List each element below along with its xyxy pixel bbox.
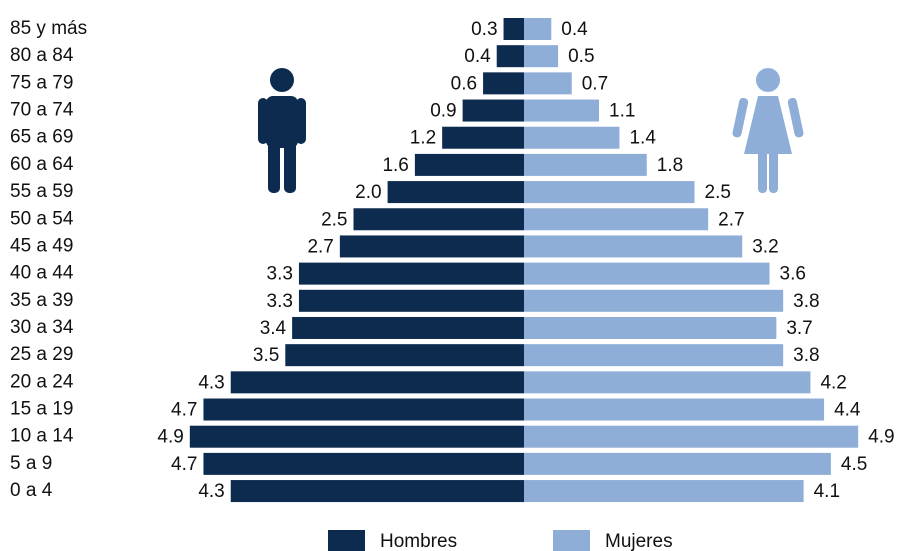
value-label: 3.8 <box>793 345 819 366</box>
bar <box>203 452 524 475</box>
value-label: 2.7 <box>307 236 333 257</box>
bar <box>298 262 524 285</box>
bar <box>524 262 770 285</box>
bar <box>524 208 709 231</box>
value-label: 2.7 <box>718 209 744 230</box>
male-icon <box>258 68 306 193</box>
bar <box>524 316 777 339</box>
bar <box>524 181 695 204</box>
bar <box>496 45 524 68</box>
value-label: 0.4 <box>464 46 491 67</box>
legend-swatch <box>553 530 590 551</box>
bar <box>524 425 859 448</box>
category-label: 55 a 59 <box>10 181 73 202</box>
value-label: 4.5 <box>841 454 867 475</box>
bar <box>524 126 620 149</box>
value-label: 2.5 <box>321 209 347 230</box>
bar <box>503 18 524 40</box>
bar <box>230 480 525 503</box>
value-label: 4.4 <box>834 400 861 421</box>
legend-swatch <box>328 530 365 551</box>
value-label: 4.1 <box>814 481 840 502</box>
category-label: 25 a 29 <box>10 344 73 365</box>
female-icon <box>732 68 804 193</box>
category-label: 10 a 14 <box>10 426 74 447</box>
value-label: 4.9 <box>157 427 183 448</box>
category-label: 15 a 19 <box>10 399 73 420</box>
category-label: 70 a 74 <box>10 100 74 121</box>
bar <box>524 344 784 367</box>
value-label: 1.1 <box>609 101 635 122</box>
bar <box>483 72 524 95</box>
bar <box>524 289 784 312</box>
category-label: 35 a 39 <box>10 290 73 311</box>
category-label: 85 y más <box>10 18 87 39</box>
bar <box>524 452 831 475</box>
value-label: 2.5 <box>705 182 731 203</box>
bar <box>387 181 524 204</box>
value-label: 3.3 <box>267 291 293 312</box>
bar <box>298 289 524 312</box>
category-label: 45 a 49 <box>10 235 73 256</box>
value-label: 4.7 <box>171 454 197 475</box>
bar <box>524 235 743 258</box>
value-label: 0.6 <box>451 73 477 94</box>
legend-label: Hombres <box>380 531 457 551</box>
category-label: 20 a 24 <box>10 371 74 392</box>
value-label: 3.7 <box>786 318 812 339</box>
bar <box>524 398 825 421</box>
value-label: 1.2 <box>410 128 436 149</box>
category-label: 65 a 69 <box>10 127 73 148</box>
value-label: 0.3 <box>471 19 497 40</box>
legend-label: Mujeres <box>605 531 673 551</box>
value-label: 3.8 <box>793 291 819 312</box>
value-label: 3.5 <box>253 345 279 366</box>
bar <box>524 480 804 503</box>
category-label: 80 a 84 <box>10 45 74 66</box>
value-label: 3.3 <box>267 264 293 285</box>
bar <box>524 72 572 95</box>
bar <box>524 45 559 68</box>
bar <box>524 18 552 40</box>
category-label: 40 a 44 <box>10 263 74 284</box>
value-label: 3.6 <box>780 264 806 285</box>
value-label: 4.9 <box>868 427 894 448</box>
bar <box>285 344 524 367</box>
value-label: 2.0 <box>355 182 381 203</box>
value-label: 4.3 <box>198 481 224 502</box>
value-label: 4.2 <box>820 372 846 393</box>
value-label: 0.7 <box>582 73 608 94</box>
value-label: 3.4 <box>260 318 287 339</box>
bar <box>230 371 525 394</box>
bar <box>524 153 647 176</box>
bar <box>353 208 524 231</box>
category-label: 75 a 79 <box>10 72 73 93</box>
value-label: 1.8 <box>657 155 683 176</box>
value-label: 0.9 <box>430 101 456 122</box>
bar <box>442 126 524 149</box>
value-label: 1.6 <box>382 155 408 176</box>
category-label: 60 a 64 <box>10 154 74 175</box>
bar <box>339 235 524 258</box>
value-label: 4.3 <box>198 372 224 393</box>
value-label: 0.5 <box>568 46 594 67</box>
bar <box>462 99 524 122</box>
bar <box>524 371 811 394</box>
bar <box>189 425 524 448</box>
bar <box>292 316 524 339</box>
category-label: 5 a 9 <box>10 453 52 474</box>
bar <box>203 398 524 421</box>
category-label: 0 a 4 <box>10 480 53 501</box>
value-label: 3.2 <box>752 236 778 257</box>
category-label: 50 a 54 <box>10 208 74 229</box>
value-label: 4.7 <box>171 400 197 421</box>
bar <box>524 99 600 122</box>
category-label: 30 a 34 <box>10 317 74 338</box>
value-label: 1.4 <box>629 128 656 149</box>
bar <box>414 153 524 176</box>
value-label: 0.4 <box>561 19 588 40</box>
